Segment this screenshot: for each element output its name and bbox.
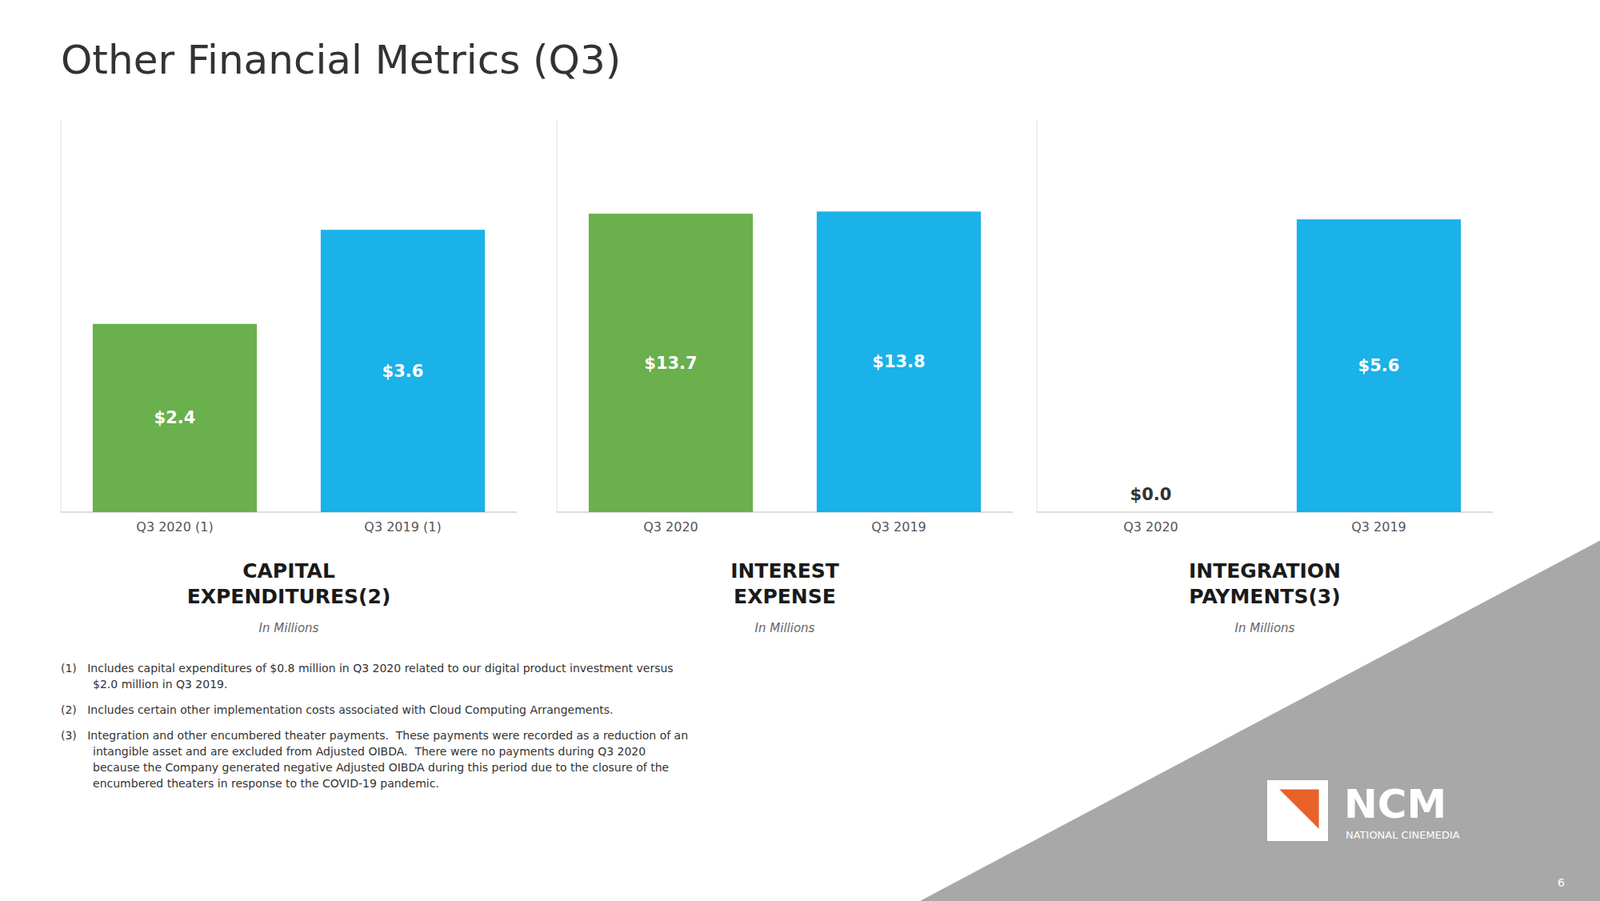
chart-title: PAYMENTS(3) bbox=[1188, 584, 1340, 608]
bar-chart: $0.0 Q3 2020 $5.6 Q3 2019 INTEGRATIONPAYMENT… bbox=[1036, 120, 1493, 636]
category-label: Q3 2019 bbox=[1351, 519, 1407, 535]
footnote-line: encumbered theaters in response to the C… bbox=[60, 776, 440, 790]
bar-chart: $13.7 Q3 2020 $13.8 Q3 2019 INTERESTEXPENSE I… bbox=[556, 120, 1013, 636]
chart-subtitle: In Millions bbox=[1235, 620, 1296, 636]
background bbox=[0, 0, 1600, 901]
category-label: Q3 2020 (1) bbox=[136, 519, 213, 535]
chart-subtitle: In Millions bbox=[259, 620, 320, 636]
footnote-line: (3) Integration and other encumbered the… bbox=[60, 728, 688, 742]
bar bbox=[1068, 512, 1233, 513]
category-label: Q3 2019 bbox=[871, 519, 927, 535]
chart-title: INTEGRATION bbox=[1188, 559, 1341, 583]
data-label: $13.7 bbox=[644, 353, 697, 373]
chart-title: INTEREST bbox=[730, 559, 840, 583]
footnote-line: (1) Includes capital expenditures of $0.… bbox=[60, 661, 674, 675]
footnote-line: intangible asset and are excluded from A… bbox=[60, 744, 646, 758]
footnote-line: (2) Includes certain other implementatio… bbox=[60, 703, 614, 716]
footnote-line: because the Company generated negative A… bbox=[60, 760, 669, 774]
y-axis-line bbox=[556, 120, 558, 512]
data-label: $13.8 bbox=[872, 352, 925, 372]
category-label: Q3 2020 bbox=[1123, 519, 1179, 535]
bars bbox=[588, 211, 981, 512]
bar-chart: $2.4 Q3 2020 (1) $3.6 Q3 2019 (1) CAPITALEXP… bbox=[60, 120, 517, 636]
data-label: $2.4 bbox=[154, 408, 196, 428]
chart-title: EXPENSE bbox=[733, 584, 836, 608]
data-label: $5.6 bbox=[1358, 356, 1400, 376]
bars bbox=[92, 229, 485, 512]
page: Other Financial Metrics (Q3) $2.4 Q3 2020 … bbox=[0, 0, 1600, 901]
bar bbox=[1296, 219, 1461, 512]
page-number: 6 bbox=[1557, 876, 1565, 889]
logo-triangle bbox=[1279, 788, 1319, 828]
chart-title: EXPENDITURES(2) bbox=[187, 584, 392, 608]
logo-text: NCM bbox=[1344, 780, 1447, 828]
y-axis-line bbox=[1036, 120, 1038, 512]
title: Other Financial Metrics (Q3) bbox=[60, 36, 621, 84]
footnote: (3) Integration and other encumbered the… bbox=[60, 728, 688, 790]
bar bbox=[320, 229, 485, 512]
chart-subtitle: In Millions bbox=[755, 620, 816, 636]
footer-band bbox=[920, 540, 1600, 901]
bars bbox=[1296, 219, 1461, 512]
data-label: $3.6 bbox=[382, 361, 424, 381]
logo-subtext: NATIONAL CINEMEDIA bbox=[1345, 828, 1460, 841]
bar bbox=[816, 211, 981, 512]
category-label: Q3 2020 bbox=[643, 519, 699, 535]
chart-title: CAPITAL bbox=[242, 559, 336, 583]
bar bbox=[588, 213, 753, 512]
footnote: (2) Includes certain other implementatio… bbox=[60, 703, 614, 716]
footnote-line: $2.0 million in Q3 2019. bbox=[60, 677, 228, 691]
category-label: Q3 2019 (1) bbox=[364, 519, 441, 535]
logo-square bbox=[1267, 780, 1328, 841]
data-label: $0.0 bbox=[1130, 484, 1172, 504]
bar bbox=[92, 324, 257, 512]
y-axis-line bbox=[60, 120, 62, 512]
footnote: (1) Includes capital expenditures of $0.… bbox=[60, 661, 674, 691]
